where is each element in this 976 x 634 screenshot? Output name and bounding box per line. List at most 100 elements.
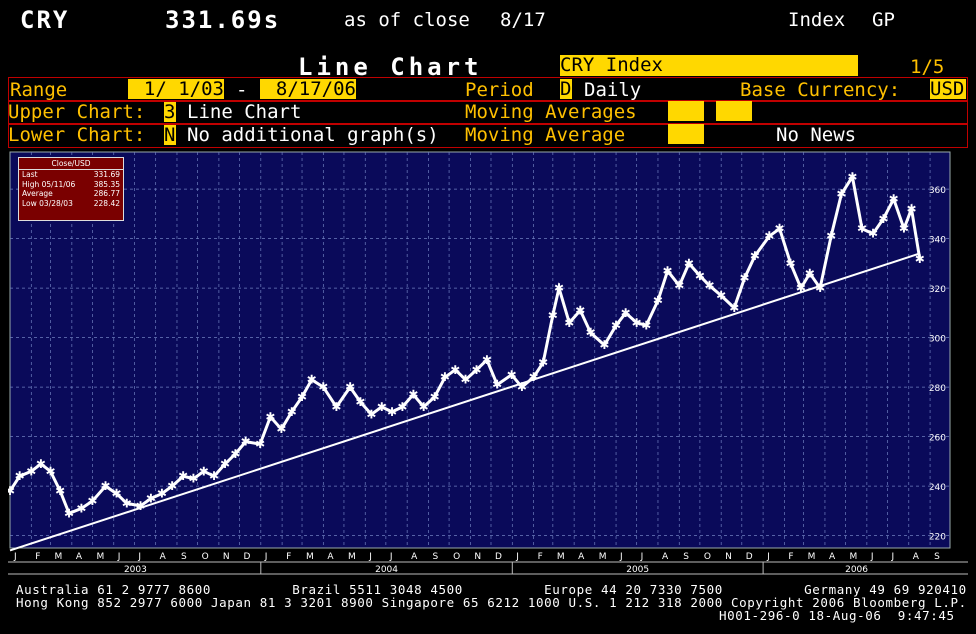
data-point: ✱	[729, 301, 739, 315]
moving-average-label: Moving Average	[465, 124, 626, 146]
data-point: ✱	[297, 390, 307, 404]
y-tick-label: 240	[929, 483, 946, 493]
data-point: ✱	[199, 464, 209, 478]
data-point: ✱	[517, 380, 527, 394]
upper-chart-code-field[interactable]: 3	[164, 101, 176, 123]
data-point: ✱	[122, 496, 132, 510]
legend-row-average: Average 286.77	[19, 189, 123, 199]
data-point: ✱	[36, 457, 46, 471]
data-point: ✱	[641, 318, 651, 332]
data-point: ✱	[8, 484, 15, 498]
plot-area	[9, 151, 951, 549]
x-tick-label: D	[495, 552, 502, 562]
period-text: Daily	[584, 79, 642, 101]
data-point: ✱	[815, 281, 825, 295]
footer-contacts-2: Hong Kong 852 2977 6000 Japan 81 3 3201 …	[16, 595, 967, 610]
legend-value: 331.69	[93, 170, 120, 179]
x-tick-label: A	[76, 552, 83, 562]
x-tick-label: J	[368, 552, 372, 562]
base-currency-label: Base Currency:	[740, 79, 901, 101]
data-point: ✱	[575, 303, 585, 317]
data-point: ✱	[554, 281, 564, 295]
data-point: ✱	[611, 318, 621, 332]
x-tick-label: M	[808, 552, 816, 562]
as-of-date: 8/17	[500, 9, 546, 31]
legend-value: 228.42	[93, 198, 120, 208]
lower-chart-code-field[interactable]: N	[164, 124, 176, 146]
x-tick-label: M	[306, 552, 314, 562]
data-point: ✱	[307, 373, 317, 387]
x-tick-label: J	[619, 552, 623, 562]
x-tick-label: J	[640, 552, 644, 562]
data-point: ✱	[868, 227, 878, 241]
page-indicator: 1/5	[910, 56, 945, 78]
data-point: ✱	[632, 316, 642, 330]
data-point: ✱	[764, 229, 774, 243]
x-tick-label: S	[181, 552, 187, 562]
data-point: ✱	[857, 222, 867, 236]
data-point: ✱	[87, 494, 97, 508]
legend-label: Low 03/28/03	[22, 198, 73, 208]
x-tick-label: F	[538, 552, 543, 562]
data-point: ✱	[55, 484, 65, 498]
data-point: ✱	[847, 170, 857, 184]
data-point: ✱	[318, 380, 328, 394]
period-code-field[interactable]: D	[560, 78, 572, 100]
gp-label: GP	[872, 9, 895, 31]
upper-chart-text: Line Chart	[187, 101, 302, 123]
data-point: ✱	[826, 229, 836, 243]
data-point: ✱	[157, 487, 167, 501]
data-point: ✱	[716, 289, 726, 303]
data-point: ✱	[915, 252, 925, 266]
data-point: ✱	[345, 380, 355, 394]
range-start-field[interactable]: 1/ 1/03	[128, 79, 224, 99]
x-tick-label: M	[599, 552, 607, 562]
settings-row-1	[8, 77, 968, 102]
data-point: ✱	[430, 390, 440, 404]
data-point: ✱	[255, 437, 265, 451]
x-tick-label: F	[788, 552, 793, 562]
currency-field[interactable]: USD	[930, 78, 966, 100]
data-point: ✱	[750, 249, 760, 263]
data-point: ✱	[26, 464, 36, 478]
legend-row-low: Low 03/28/03 228.42	[19, 199, 123, 209]
range-end-field[interactable]: 8/17/06	[260, 79, 356, 99]
data-point: ✱	[684, 256, 694, 270]
security-field[interactable]: CRY Index	[560, 55, 858, 76]
y-tick-label: 280	[929, 384, 946, 394]
upper-chart-label: Upper Chart:	[8, 101, 146, 123]
data-point: ✱	[111, 487, 121, 501]
moving-average-field-1[interactable]	[668, 101, 704, 121]
legend-row-high: High 05/11/06 385.35	[19, 180, 123, 190]
x-tick-label: A	[829, 552, 836, 562]
moving-average-field-3[interactable]	[668, 124, 704, 144]
lower-chart-text: No additional graph(s)	[187, 124, 439, 146]
range-dash: -	[236, 79, 248, 101]
year-label: 2003	[124, 565, 147, 575]
data-point: ✱	[621, 306, 631, 320]
moving-average-field-2[interactable]	[716, 101, 752, 121]
legend-label: Average	[22, 189, 53, 198]
x-tick-label: J	[264, 552, 268, 562]
data-point: ✱	[188, 472, 198, 486]
data-point: ✱	[167, 479, 177, 493]
x-tick-label: O	[704, 552, 711, 562]
year-label: 2004	[375, 565, 398, 575]
data-point: ✱	[450, 363, 460, 377]
data-point: ✱	[482, 353, 492, 367]
function-label: Index	[788, 9, 846, 31]
data-point: ✱	[76, 501, 86, 515]
data-point: ✱	[586, 326, 596, 340]
data-point: ✱	[674, 279, 684, 293]
x-tick-label: M	[557, 552, 565, 562]
data-point: ✱	[538, 355, 548, 369]
data-point: ✱	[836, 187, 846, 201]
data-point: ✱	[740, 271, 750, 285]
data-point: ✱	[599, 338, 609, 352]
data-point: ✱	[663, 264, 673, 278]
legend-label: Last	[22, 170, 38, 179]
data-point: ✱	[775, 222, 785, 236]
x-tick-label: J	[13, 552, 17, 562]
x-tick-label: N	[725, 552, 732, 562]
data-point: ✱	[331, 400, 341, 414]
